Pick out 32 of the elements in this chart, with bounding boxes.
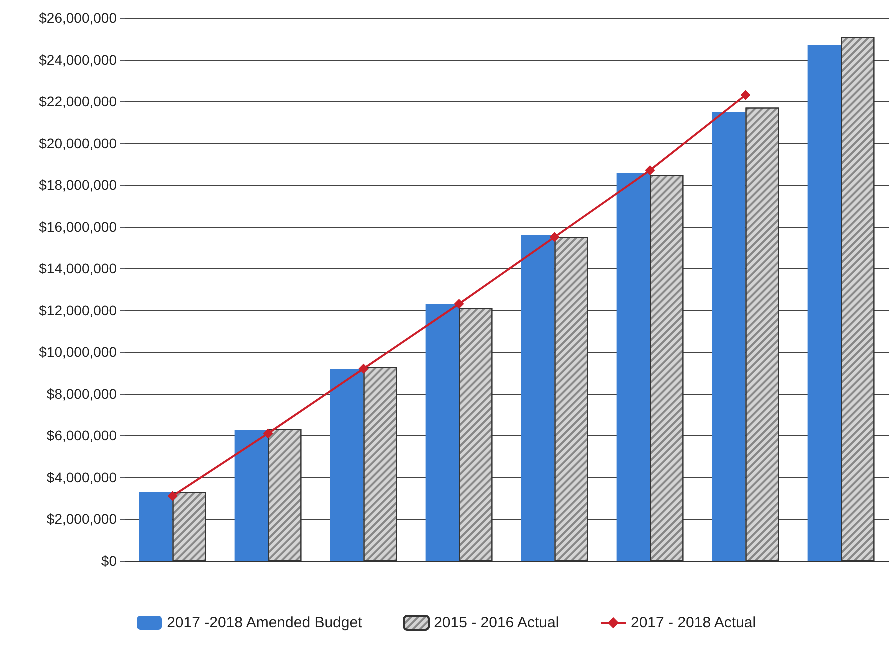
point [645,165,656,176]
legend-label: 2017 -2018 Amended Budget [167,614,364,632]
legend-label: 2017 - 2018 Actual [630,614,756,632]
bar [234,430,268,561]
bar [808,45,842,561]
y-tick-label: $18,000,000 [39,177,118,194]
y-tick-label: $2,000,000 [46,511,118,528]
bar [330,369,364,561]
y-tick-label: $20,000,000 [39,135,118,152]
bar [426,304,460,561]
y-tick-label: $24,000,000 [39,52,118,68]
point [358,364,369,374]
point [740,90,751,100]
y-tick-label: $12,000,000 [39,302,118,318]
bar [712,112,746,561]
y-tick-label: $26,000,000 [39,10,118,26]
y-tick-label: $22,000,000 [39,94,118,110]
bar [521,235,555,561]
point [550,232,560,242]
bar [139,492,173,561]
point [168,491,178,502]
y-tick-label: $0 [101,553,118,569]
legend-label: 2015 - 2016 Actual [434,614,560,632]
y-tick-label: $14,000,000 [39,260,118,277]
bar [616,173,650,561]
y-tick-label: $10,000,000 [39,344,118,360]
point [263,428,274,439]
y-tick-label: $6,000,000 [46,428,118,444]
y-tick-label: $8,000,000 [46,386,118,402]
point [454,299,464,310]
y-tick-label: $16,000,000 [39,218,118,235]
y-tick-label: $4,000,000 [46,469,118,486]
